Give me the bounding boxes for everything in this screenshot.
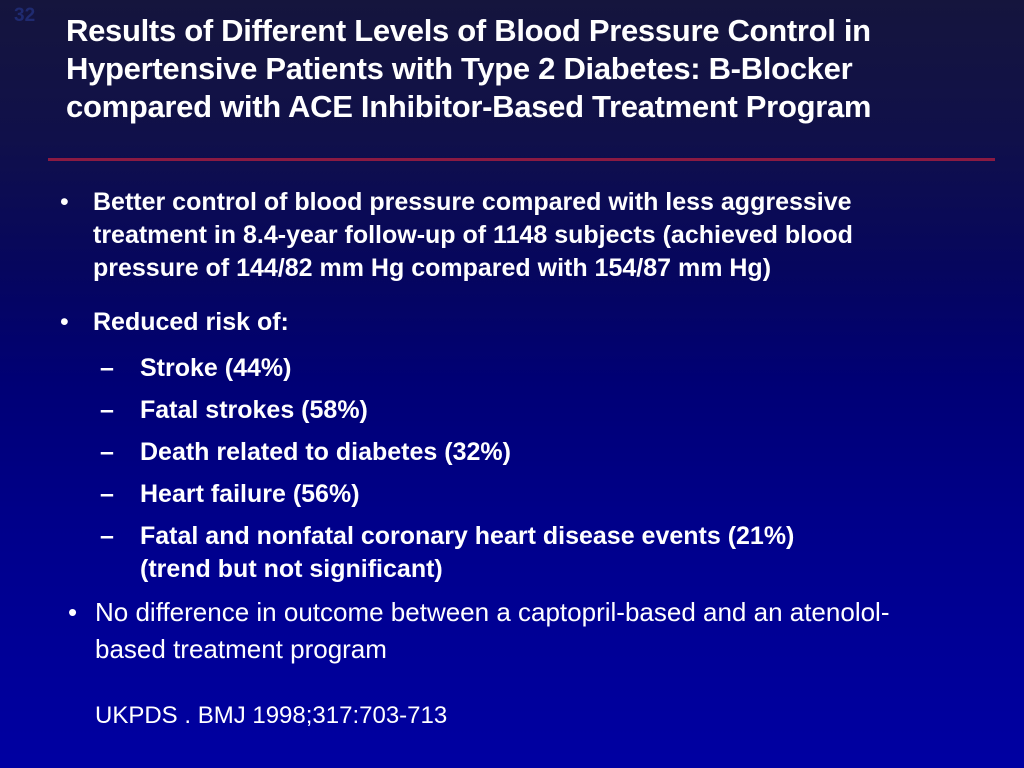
sub-bullet-text-death-diabetes: Death related to diabetes (32%)	[140, 438, 511, 466]
citation-text: UKPDS . BMJ 1998;317:703-713	[95, 702, 448, 729]
dash-bullet-icon: –	[100, 522, 114, 550]
bullet-dot-icon: •	[68, 597, 78, 627]
sub-bullet-list: – Stroke (44%) – Fatal strokes (58%) – D…	[100, 352, 960, 595]
sub-bullet-text-stroke: Stroke (44%)	[140, 354, 292, 382]
slide-title: Results of Different Levels of Blood Pre…	[66, 13, 872, 124]
bullet-text-1: Better control of blood pressure compare…	[93, 188, 853, 282]
dash-bullet-icon: –	[100, 396, 114, 424]
bullet-text-2: Reduced risk of:	[93, 308, 289, 336]
sub-bullet-item: – Death related to diabetes (32%)	[100, 436, 960, 469]
sub-bullet-item: – Stroke (44%)	[100, 352, 960, 385]
sub-bullet-text-coronary-events: Fatal and nonfatal coronary heart diseas…	[140, 522, 795, 583]
dash-bullet-icon: –	[100, 438, 114, 466]
sub-bullet-item: – Heart failure (56%)	[100, 478, 960, 511]
bullet-text-3: No difference in outcome between a capto…	[95, 597, 890, 664]
bullet-dot-icon: •	[60, 308, 69, 336]
slide-number: 32	[14, 5, 36, 26]
bullet-dot-icon: •	[60, 188, 69, 216]
sub-bullet-text-fatal-strokes: Fatal strokes (58%)	[140, 396, 368, 424]
sub-bullet-item: – Fatal and nonfatal coronary heart dise…	[100, 520, 960, 586]
dash-bullet-icon: –	[100, 480, 114, 508]
bullet-item-2: • Reduced risk of:	[60, 306, 983, 339]
sub-bullet-text-heart-failure: Heart failure (56%)	[140, 480, 360, 508]
bullet-item-3: • No difference in outcome between a cap…	[68, 594, 1005, 668]
sub-bullet-item: – Fatal strokes (58%)	[100, 394, 960, 427]
dash-bullet-icon: –	[100, 354, 114, 382]
title-divider	[48, 158, 995, 161]
bullet-item-1: • Better control of blood pressure compa…	[60, 186, 983, 285]
